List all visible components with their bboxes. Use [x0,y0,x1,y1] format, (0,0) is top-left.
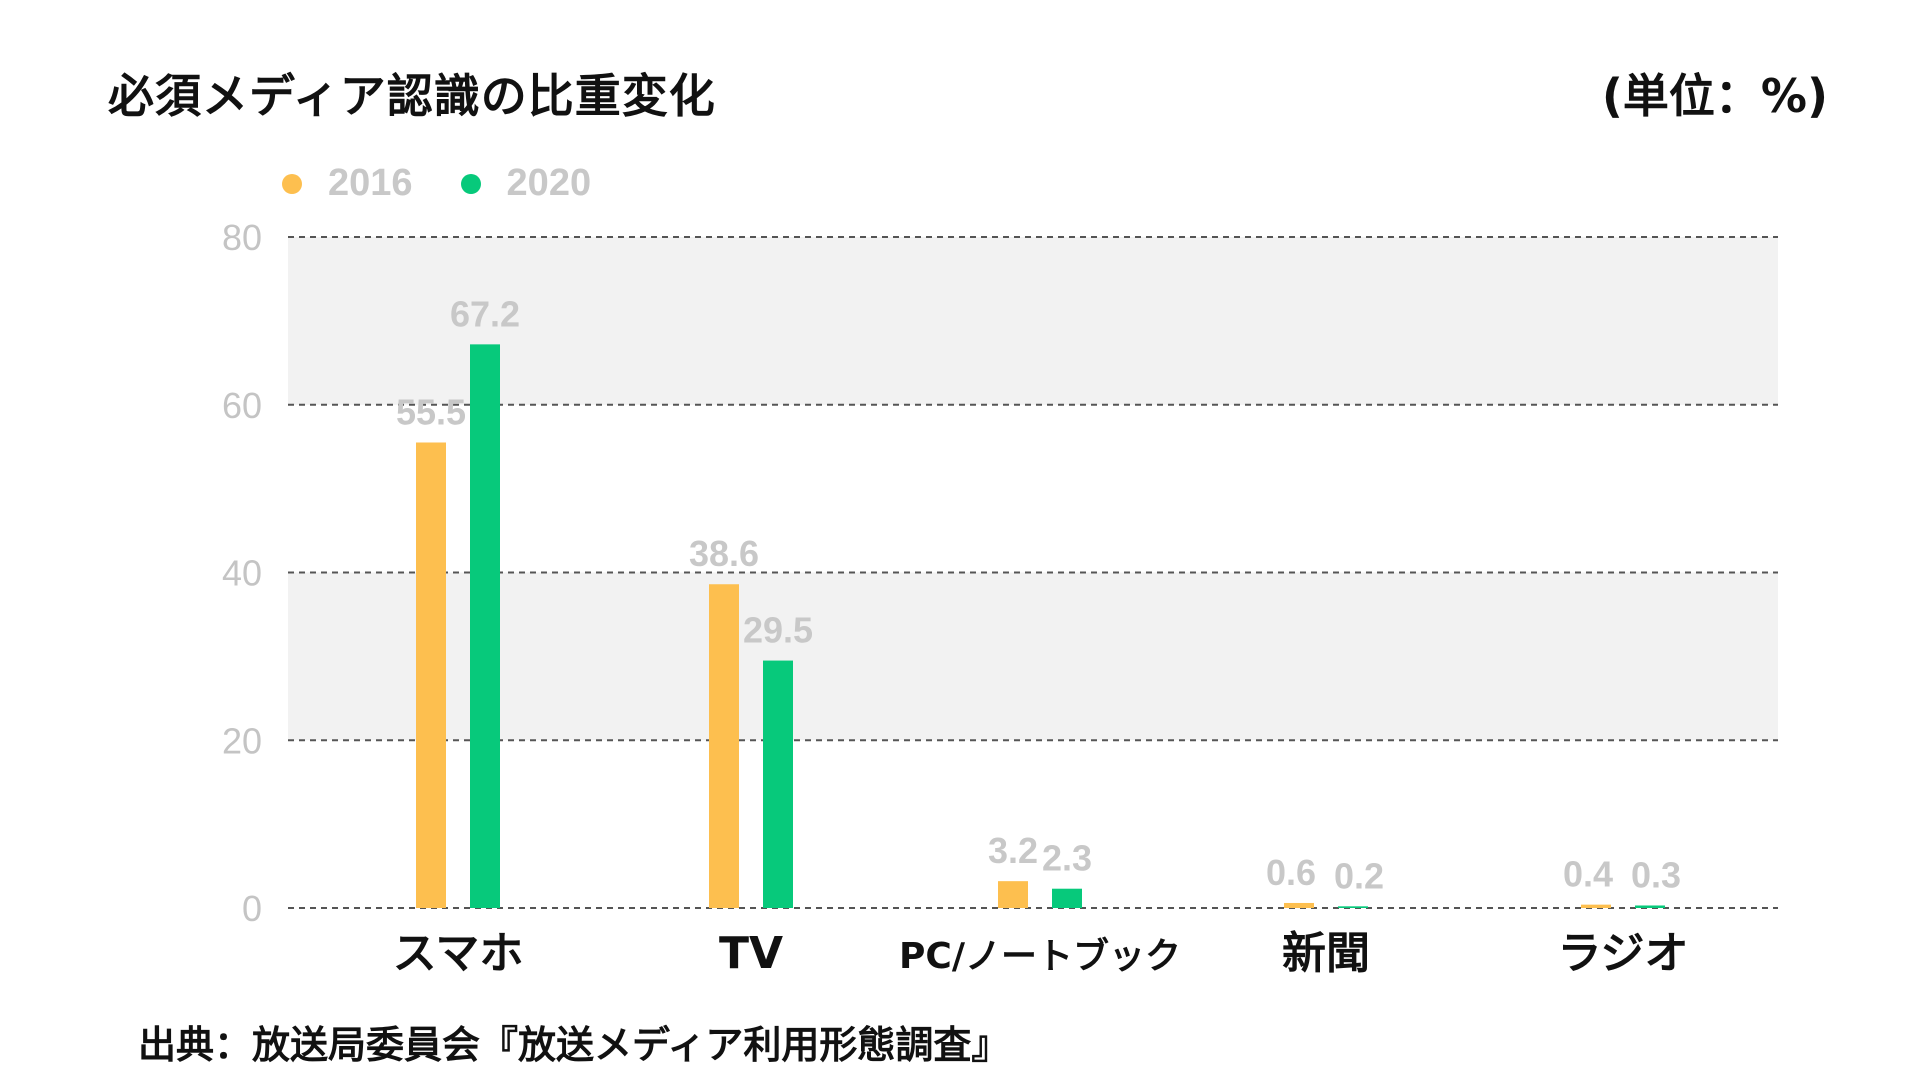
legend-label-2020: 2020 [506,162,592,204]
bar-2020-4 [1635,905,1665,908]
y-tick-label-80: 80 [222,217,262,258]
bar-2020-3 [1338,906,1368,908]
data-label-2020-2: 2.3 [1042,838,1092,879]
grid-band-20-40 [288,572,1778,741]
x-tick-label-3: 新聞 [1282,928,1370,979]
legend: 2016 2020 [282,162,591,205]
data-label-2016-0: 55.5 [396,391,466,432]
x-tick-label-4: ラジオ [1557,928,1688,979]
legend-label-2016: 2016 [328,162,413,204]
y-tick-label-0: 0 [242,888,262,929]
data-label-2016-4: 0.4 [1563,854,1613,895]
bar-2016-3 [1284,902,1314,908]
bar-2016-2 [998,881,1028,908]
bar-2020-1 [763,660,793,908]
bar-2016-1 [709,584,739,908]
x-tick-label-1: TV [719,928,783,979]
x-tick-label-0: スマホ [393,928,524,979]
data-label-2020-4: 0.3 [1631,854,1681,895]
data-label-2016-3: 0.6 [1266,852,1316,893]
bar-2016-4 [1581,904,1611,908]
data-label-2016-1: 38.6 [689,533,759,574]
bar-2020-2 [1052,888,1082,908]
chart-title: 必須メディア認識の比重変化 [108,69,716,123]
data-label-2020-1: 29.5 [743,610,813,651]
source-note: 出典：放送局委員会『放送メディア利用形態調査』 [138,1023,1010,1067]
legend-dot-2016 [282,173,302,194]
bar-2016-0 [416,442,446,908]
data-label-2020-0: 67.2 [450,293,520,334]
grid-band-60-80 [288,237,1778,405]
x-tick-label-2: PC/ノートブック [899,935,1181,977]
y-tick-label-20: 20 [222,720,262,761]
data-label-2020-3: 0.2 [1334,855,1384,896]
y-tick-label-60: 60 [222,385,262,426]
legend-item-2016: 2016 [282,162,413,205]
y-tick-label-40: 40 [222,553,262,594]
bar-2020-0 [470,344,500,908]
data-label-2016-2: 3.2 [988,830,1038,871]
legend-item-2020: 2020 [460,162,592,205]
legend-dot-2020 [460,173,481,194]
unit-label: (単位：%) [1601,69,1828,123]
